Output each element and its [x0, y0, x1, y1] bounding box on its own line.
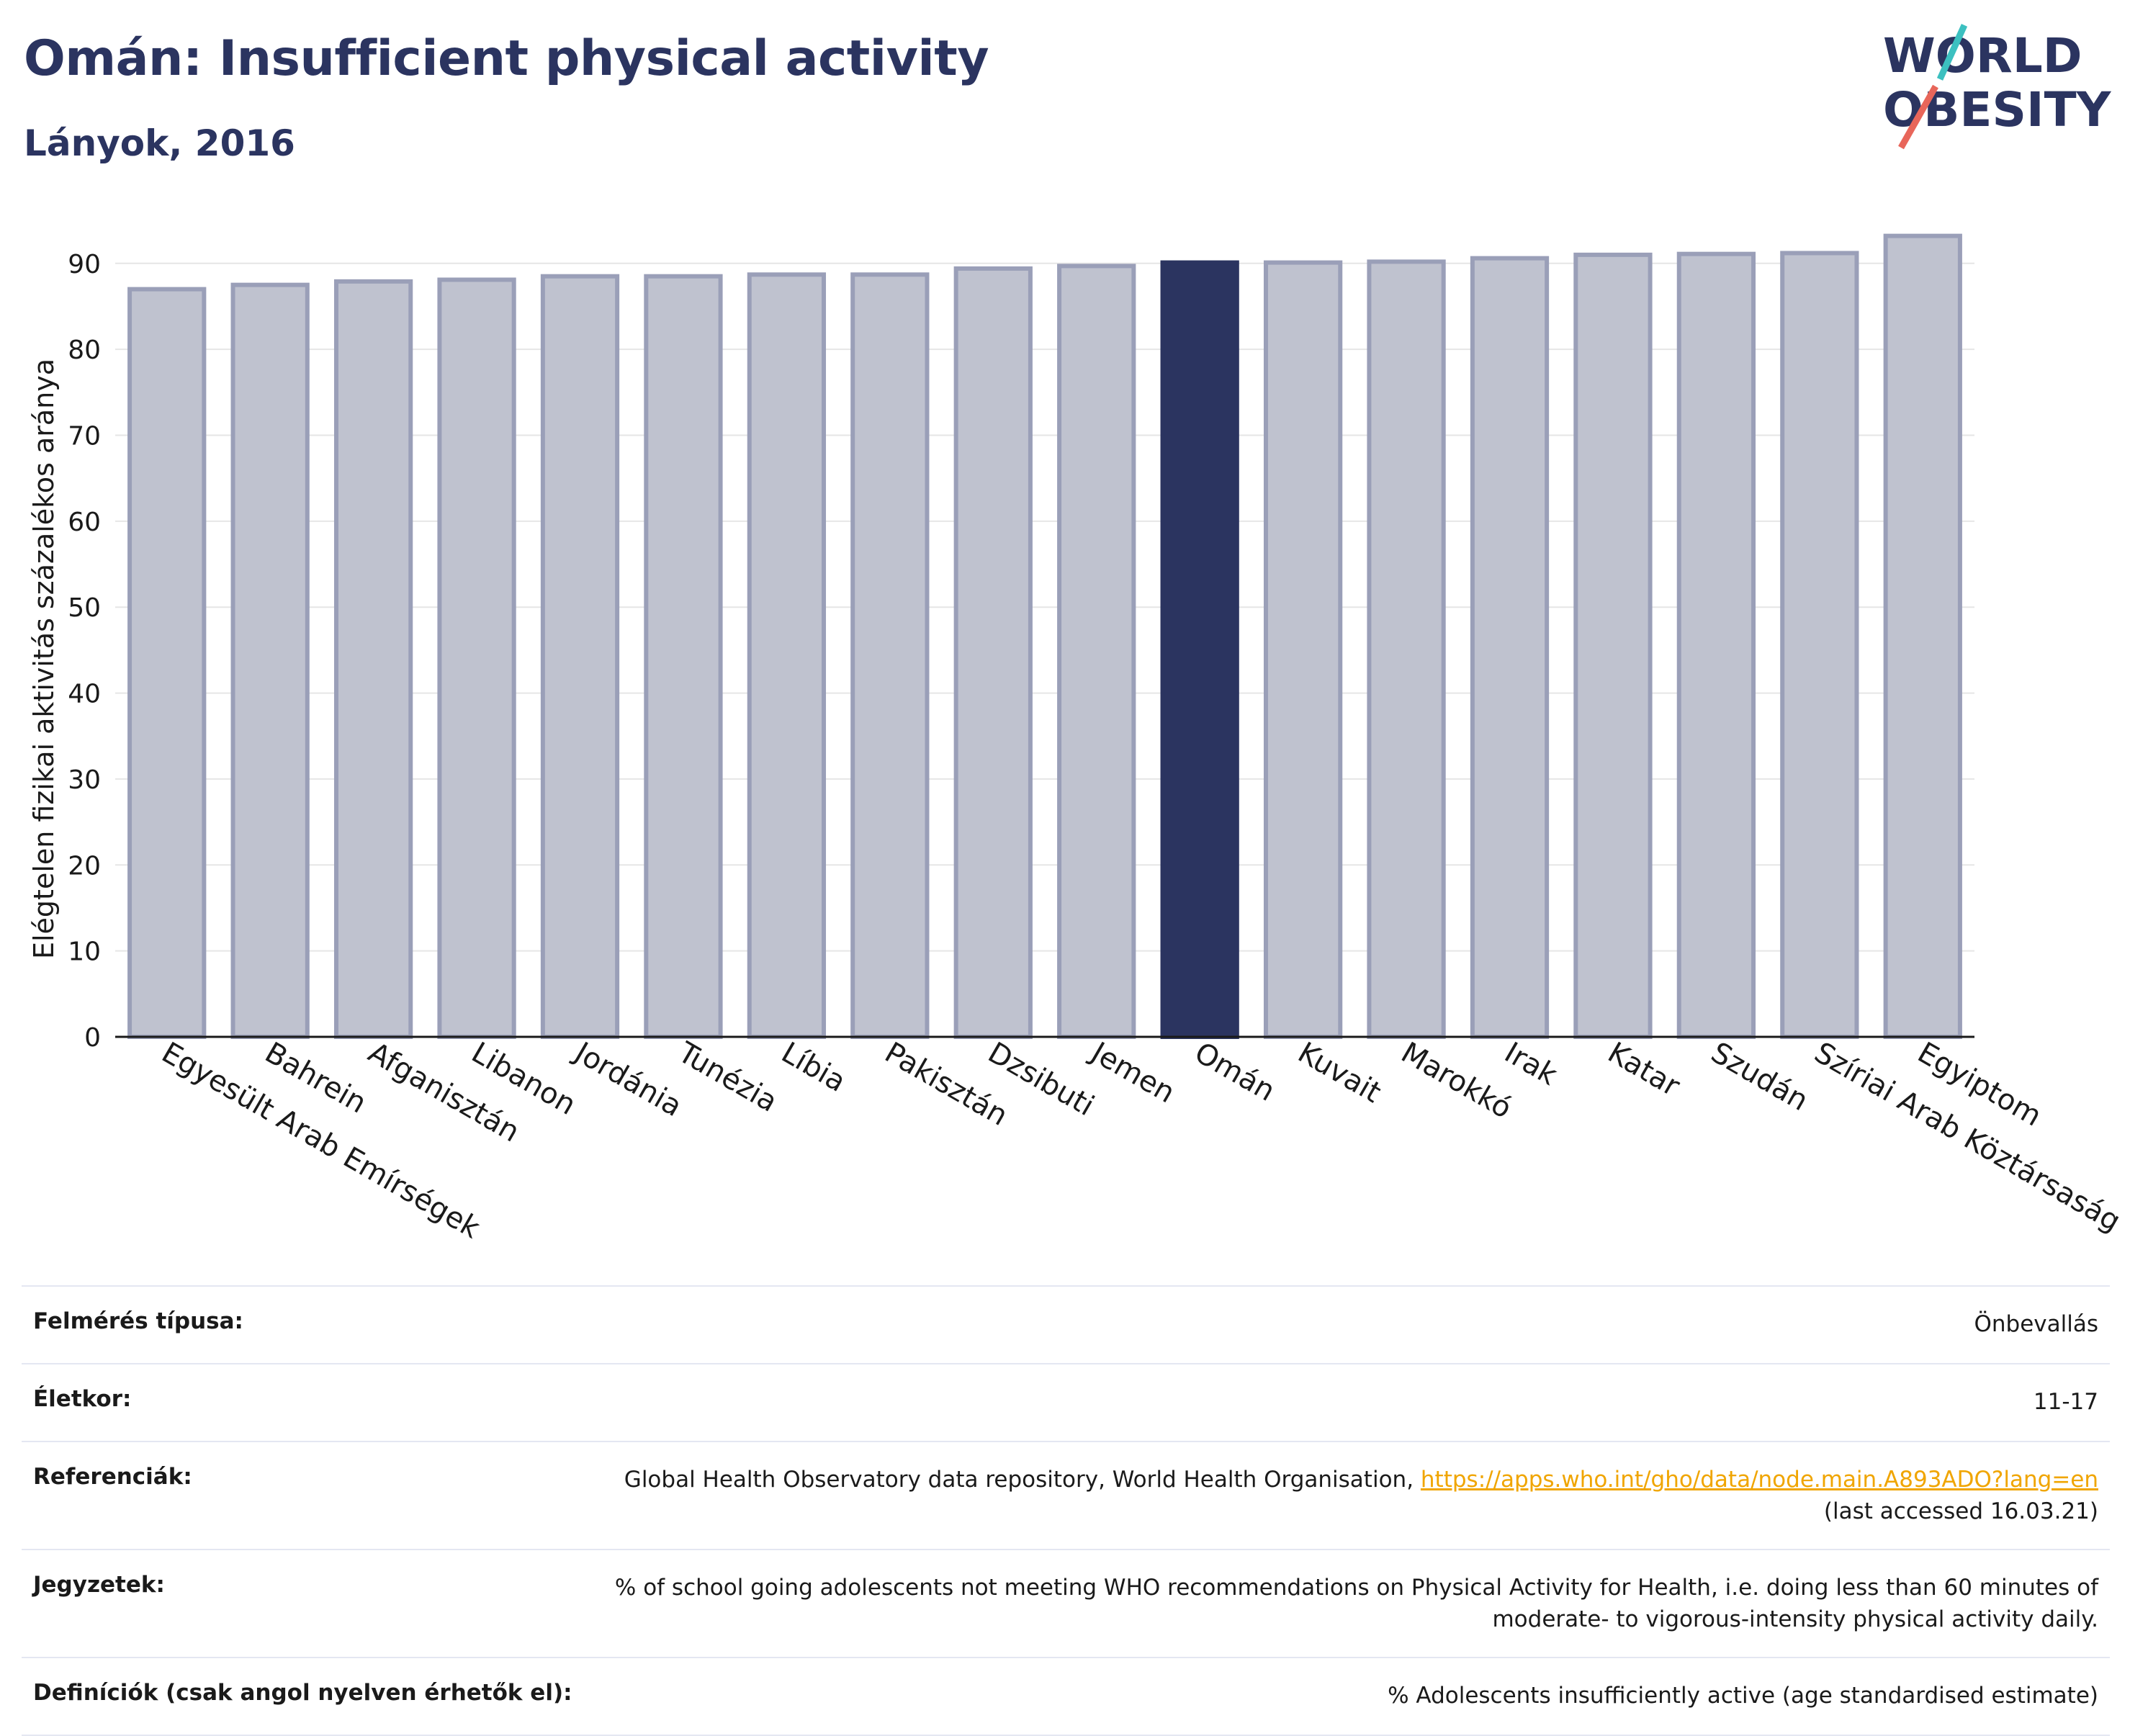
- info-table: Felmérés típusa: Önbevallás Életkor: 11-…: [22, 1285, 2110, 1736]
- reference-accessed: (last accessed 16.03.21): [1823, 1498, 2098, 1524]
- bar-Afganisztán: [333, 279, 413, 1039]
- info-key: Jegyzetek:: [33, 1572, 165, 1598]
- info-row-age: Életkor: 11-17: [22, 1363, 2110, 1441]
- info-row-references: Referenciák: Global Health Observatory d…: [22, 1441, 2110, 1549]
- y-axis-ticks: 0 10 20 30 40 50 60 70 80 90: [68, 250, 101, 1053]
- info-key: Definíciók (csak angol nyelven érhetők e…: [33, 1680, 572, 1706]
- bar-Irak: [1470, 256, 1550, 1040]
- reference-link[interactable]: https://apps.who.int/gho/data/node.main.…: [1420, 1467, 2098, 1493]
- x-tick-label: Irak: [1499, 1036, 1563, 1092]
- info-value: % of school going adolescents not meetin…: [614, 1575, 2098, 1632]
- bar-Kuvait: [1263, 260, 1343, 1039]
- x-tick-label: Katar: [1602, 1036, 1686, 1103]
- y-tick-label: 50: [68, 593, 101, 623]
- chart-subtitle: Lányok, 2016: [24, 122, 295, 164]
- bar-Omán: [1160, 260, 1239, 1039]
- info-row-definitions: Definíciók (csak angol nyelven érhetők e…: [22, 1657, 2110, 1736]
- x-tick-label: Jordánia: [567, 1035, 688, 1123]
- bar-Líbia: [747, 272, 827, 1039]
- bar-Dzsibuti: [953, 266, 1033, 1039]
- bars: [127, 233, 1962, 1040]
- x-tick-label: Líbia: [776, 1036, 851, 1099]
- bar-chart: 0 10 20 30 40 50 60 70 80 90 Egyesült Arab Emírsé…: [28, 233, 2126, 1246]
- y-tick-label: 10: [68, 937, 101, 967]
- y-tick-label: 20: [68, 851, 101, 881]
- bar-Jordánia: [540, 274, 620, 1039]
- info-value: Önbevallás: [1974, 1311, 2098, 1337]
- y-tick-label: 60: [68, 508, 101, 537]
- bar-Egyesült Arab Emírségek: [127, 287, 207, 1039]
- info-key: Referenciák:: [33, 1464, 192, 1490]
- y-axis-label: Elégtelen fizikai aktivitás százalékos a…: [28, 359, 60, 959]
- bar-Pakisztán: [850, 272, 930, 1039]
- info-row-survey-type: Felmérés típusa: Önbevallás: [22, 1285, 2110, 1363]
- y-tick-label: 30: [68, 765, 101, 795]
- y-tick-label: 0: [84, 1023, 101, 1053]
- bar-Szíriai Arab Köztársaság: [1780, 251, 1859, 1039]
- info-row-notes: Jegyzetek: % of school going adolescents…: [22, 1549, 2110, 1657]
- chart-title: Omán: Insufficient physical activity: [24, 30, 989, 87]
- x-tick-label: Tunézia: [672, 1035, 783, 1118]
- reference-text: Global Health Observatory data repositor…: [624, 1467, 1421, 1493]
- y-tick-label: 80: [68, 336, 101, 365]
- bar-Jemen: [1057, 264, 1136, 1039]
- info-key: Felmérés típusa:: [33, 1308, 243, 1334]
- bar-Katar: [1573, 252, 1653, 1039]
- bar-Szudán: [1676, 251, 1756, 1040]
- world-obesity-logo: WORLD OBESITY: [1883, 24, 2112, 150]
- x-tick-label: Jemen: [1084, 1035, 1180, 1110]
- y-tick-label: 90: [68, 250, 101, 279]
- x-tick-label: Marokkó: [1396, 1036, 1517, 1125]
- bar-Libanon: [437, 277, 516, 1039]
- svg-text:WORLD: WORLD: [1883, 28, 2082, 84]
- x-axis-ticks: Egyesült Arab EmírségekBahreinAfganisztá…: [156, 1035, 2126, 1245]
- x-tick-label: Kuvait: [1293, 1036, 1387, 1110]
- x-tick-label: Omán: [1189, 1036, 1280, 1108]
- bar-Tunézia: [644, 274, 723, 1039]
- x-tick-label: Szudán: [1705, 1036, 1813, 1117]
- y-tick-label: 70: [68, 422, 101, 451]
- y-tick-label: 40: [68, 680, 101, 709]
- bar-Bahrein: [230, 282, 310, 1040]
- info-value: 11-17: [2033, 1389, 2098, 1415]
- bar-Egyiptom: [1883, 233, 1962, 1039]
- info-key: Életkor:: [33, 1386, 132, 1412]
- info-value: Global Health Observatory data repositor…: [33, 1464, 2098, 1527]
- bar-Marokkó: [1367, 259, 1446, 1040]
